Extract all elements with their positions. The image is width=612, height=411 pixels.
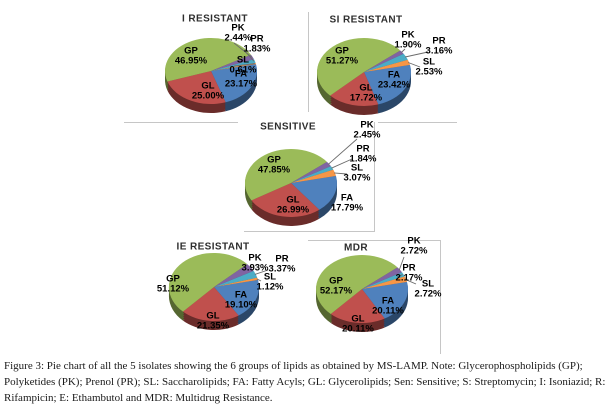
ie-slice-pr — [214, 270, 258, 287]
ie-leader-line-sl — [256, 278, 262, 282]
chart-title-si-resistant: SI RESISTANT — [329, 14, 403, 26]
mdr-slice-gl — [330, 289, 385, 323]
si-leader-line-sl — [408, 62, 421, 68]
slice-label-si-fa: FA 23.42% — [377, 69, 411, 91]
slice-label-mdr-pr: PR 2.17% — [395, 262, 423, 284]
ie-slice-fa — [214, 279, 260, 316]
slice-label-si-pr: PR 3.16% — [425, 35, 453, 57]
ie-slice-sl — [214, 277, 259, 287]
slice-label-sen-sl: SL 3.07% — [343, 162, 371, 184]
ie-slice-pk — [214, 264, 254, 287]
si-slice-gl — [330, 72, 379, 106]
ir-slice-fa — [211, 64, 257, 103]
slice-label-ie-pk: PK 3.93% — [241, 252, 269, 274]
sen-leader-line-pr — [331, 158, 353, 169]
ir-slice-pr — [211, 59, 256, 71]
mdr-slice-sl — [362, 276, 407, 289]
sen-slice-sl — [291, 169, 336, 183]
slice-label-sen-pk: PK 2.45% — [353, 119, 381, 141]
panel-border — [308, 240, 440, 241]
si-slice-gp — [317, 38, 401, 96]
slice-label-mdr-gp: GP 52.17% — [319, 275, 353, 297]
ie-leader-line-pr — [254, 269, 269, 275]
si-leader-line-pk — [400, 48, 406, 53]
si-slice-fa — [364, 64, 411, 105]
slice-label-sen-gl: GL 26.99% — [276, 194, 310, 216]
ir-leader-line-sl — [233, 63, 255, 67]
slice-label-mdr-sl: SL 2.72% — [414, 278, 442, 300]
sen-slice-pk — [291, 161, 331, 183]
figure-caption: Figure 3: Pie chart of all the 5 isolate… — [4, 360, 606, 405]
slice-label-si-gp: GP 51.27% — [325, 45, 359, 67]
slice-label-sen-fa: FA 17.79% — [330, 192, 364, 214]
sen-slice-gp — [244, 148, 327, 201]
slice-label-ie-pr: PR 3.37% — [268, 253, 296, 275]
slice-label-ie-gl: GL 21.35% — [196, 310, 230, 332]
mdr-slice-gp — [316, 255, 398, 314]
ir-slice-pk — [211, 54, 255, 71]
slice-label-si-sl: SL 2.53% — [415, 56, 443, 78]
slice-label-ie-fa: FA 19.10% — [224, 289, 258, 311]
ie-slice-gl — [182, 287, 239, 322]
panel-border — [244, 231, 375, 232]
mdr-leader-line-pk — [398, 256, 405, 271]
slice-label-si-gl: GL 17.72% — [349, 82, 383, 104]
panel-border — [308, 12, 309, 112]
si-slice-pr — [364, 53, 408, 72]
mdr-slice-fa — [362, 281, 408, 319]
sen-leader-line-pk — [328, 138, 358, 165]
panel-border — [124, 122, 238, 123]
slice-label-ir-sl: SL 0.61% — [229, 54, 257, 76]
slice-label-mdr-gl: GL 20.11% — [342, 313, 374, 335]
ir-slice-gl — [167, 71, 226, 105]
slice-label-ie-gp: GP 51.12% — [156, 273, 190, 295]
chart-title-mdr: MDR — [344, 242, 368, 254]
slice-label-sen-gp: GP 47.85% — [257, 154, 291, 176]
slice-label-sen-pr: PR 1.84% — [349, 143, 377, 165]
chart-title-i-resistant: I RESISTANT — [182, 13, 248, 25]
slice-label-mdr-pk: PK 2.72% — [400, 235, 428, 257]
slice-label-ir-gl: GL 25.00% — [191, 80, 225, 102]
mdr-slice-pk — [362, 267, 402, 289]
slice-label-ir-pr: PR 1.83% — [243, 33, 271, 55]
panel-border — [374, 122, 375, 231]
mdr-leader-line-pr — [396, 274, 403, 278]
mdr-leader-line-sl — [404, 278, 417, 285]
si-slice-pk — [364, 50, 404, 72]
ir-slice-gp — [165, 38, 252, 82]
si-slice-sl — [364, 59, 410, 72]
ir-leader-line-pr — [243, 49, 255, 62]
slice-label-ir-gp: GP 46.95% — [174, 45, 208, 67]
sen-slice-gl — [251, 183, 320, 218]
mdr-slice-pr — [362, 272, 405, 289]
si-leader-line-pr — [405, 51, 429, 58]
slice-label-mdr-fa: FA 20.11% — [372, 295, 404, 317]
sen-slice-pr — [291, 166, 334, 183]
ie-slice-gp — [168, 252, 248, 312]
slice-label-ie-sl: SL 1.12% — [256, 271, 284, 293]
slice-label-ir-pk: PK 2.44% — [224, 22, 252, 44]
sen-leader-line-sl — [333, 172, 348, 175]
chart-title-sensitive: SENSITIVE — [260, 121, 316, 133]
ie-leader-line-pk — [249, 265, 252, 269]
panel-border — [378, 122, 457, 123]
slice-label-ir-fa: FA 23.17% — [224, 68, 258, 90]
slice-label-si-pk: PK 1.90% — [394, 29, 422, 51]
sen-slice-fa — [291, 175, 337, 210]
chart-title-ie-resistant: IE RESISTANT — [176, 241, 250, 253]
panel-border — [440, 240, 441, 354]
